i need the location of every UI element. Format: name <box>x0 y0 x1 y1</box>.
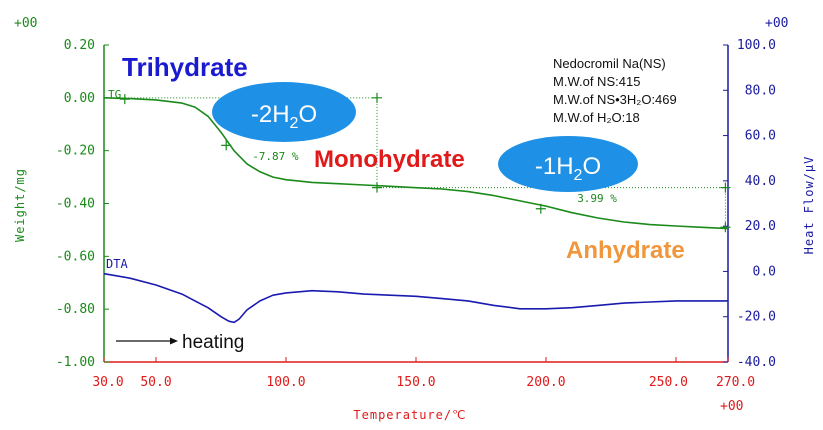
info-line-4: M.W.of H₂O:18 <box>553 110 640 125</box>
right-tick-labels: 100.0 80.0 60.0 40.0 20.0 0.0 -20.0 -40.0 <box>723 38 776 370</box>
cross-marker <box>372 92 382 103</box>
heating-label: heating <box>182 332 244 353</box>
left-tick-label: -0.20 <box>56 144 95 159</box>
bottom-tick-label: 200.0 <box>526 375 565 390</box>
water-loss-ellipse-2: -1H2O <box>498 136 638 192</box>
cross-marker <box>720 182 731 193</box>
step-reference-lines <box>122 97 728 228</box>
svg-text:-1H2O: -1H2O <box>535 153 601 184</box>
right-tick-label: -40.0 <box>737 355 776 370</box>
info-line-2: M.W.of NS:415 <box>553 74 640 89</box>
right-tick-label: 20.0 <box>745 219 776 234</box>
bottom-tick-label: 250.0 <box>649 375 688 390</box>
corner-label-bottom-right: +00 <box>720 399 743 414</box>
bottom-tick-label: 50.0 <box>140 375 171 390</box>
loss1-sub: 2 <box>290 115 299 132</box>
info-line-3: M.W.of NS•3H₂O:469 <box>553 92 677 107</box>
step-percent-label: -7.87 % <box>252 150 299 163</box>
cross-marker <box>221 140 232 151</box>
dta-series-label: DTA <box>106 257 128 271</box>
left-tick-label: -0.60 <box>56 249 95 264</box>
corner-label-right-top: +00 <box>765 16 788 31</box>
step-percent-labels: -7.87 % 3.99 % <box>252 150 617 205</box>
trihydrate-label: Trihydrate <box>122 52 248 82</box>
bottom-tick-label: 150.0 <box>396 375 435 390</box>
tg-series-line <box>103 97 729 230</box>
left-tick-label: -0.80 <box>56 302 95 317</box>
bottom-tick-label: 30.0 <box>92 375 123 390</box>
left-tick-label: 0.00 <box>64 91 95 106</box>
step-percent-label: 3.99 % <box>577 192 617 205</box>
cross-marker <box>119 94 130 105</box>
right-tick-label: 100.0 <box>737 38 776 53</box>
bottom-tick-labels: 30.0 50.0 100.0 150.0 200.0 250.0 270.0 <box>92 357 755 390</box>
heating-arrow <box>116 337 178 345</box>
cross-marker <box>372 182 382 193</box>
cross-markers <box>119 92 731 233</box>
loss1-prefix: -2H <box>251 101 290 128</box>
info-line-1: Nedocromil Na(NS) <box>553 56 666 71</box>
y-right-axis-title: Heat Flow/μV <box>802 156 816 255</box>
right-tick-label: 80.0 <box>745 83 776 98</box>
bottom-tick-label: 270.0 <box>716 375 755 390</box>
series-group <box>103 97 729 324</box>
svg-text:-2H2O: -2H2O <box>251 101 317 132</box>
loss2-sub: 2 <box>574 167 583 184</box>
anhydrate-label: Anhydrate <box>566 237 685 264</box>
left-tick-label: 0.20 <box>64 38 95 53</box>
right-tick-label: 60.0 <box>745 129 776 144</box>
loss2-suffix: O <box>582 153 601 180</box>
sample-info: Nedocromil Na(NS) M.W.of NS:415 M.W.of N… <box>553 56 677 125</box>
cross-marker <box>720 222 731 233</box>
monohydrate-label: Monohydrate <box>314 146 465 173</box>
tg-series-label: TG <box>108 88 121 101</box>
y-left-axis-title: Weight/mg <box>13 168 27 242</box>
corner-label-left-top: +00 <box>14 16 37 31</box>
x-axis-title: Temperature/℃ <box>353 408 466 422</box>
dta-series-line <box>103 272 728 324</box>
cross-marker <box>535 203 546 214</box>
water-loss-ellipse-1: -2H2O <box>212 82 356 142</box>
loss1-suffix: O <box>298 101 317 128</box>
loss2-prefix: -1H <box>535 153 574 180</box>
bottom-tick-label: 100.0 <box>266 375 305 390</box>
right-tick-label: 0.0 <box>753 264 776 279</box>
left-tick-labels: 0.20 0.00 -0.20 -0.40 -0.60 -0.80 -1.00 <box>56 38 109 370</box>
right-tick-label: -20.0 <box>737 310 776 325</box>
left-tick-label: -1.00 <box>56 355 95 370</box>
right-tick-label: 40.0 <box>745 174 776 189</box>
left-tick-label: -0.40 <box>56 197 95 212</box>
